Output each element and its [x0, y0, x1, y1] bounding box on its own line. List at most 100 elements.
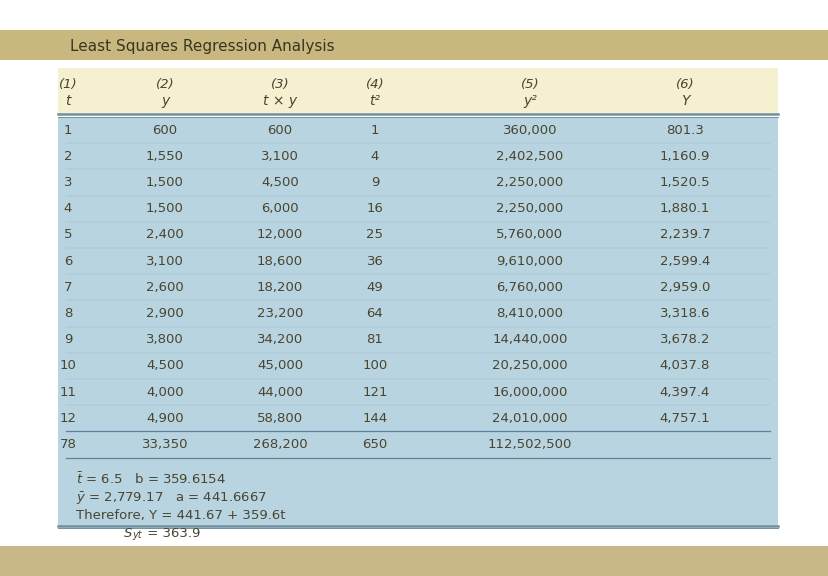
Text: 1,550: 1,550	[146, 150, 184, 163]
Text: 44,000: 44,000	[257, 385, 303, 399]
Text: 16,000,000: 16,000,000	[492, 385, 567, 399]
Text: y²: y²	[522, 94, 537, 108]
Text: 18,200: 18,200	[257, 281, 303, 294]
Text: 8,410,000: 8,410,000	[496, 307, 563, 320]
Text: $\bar{y}$ = 2,779.17   a = 441.6667: $\bar{y}$ = 2,779.17 a = 441.6667	[76, 490, 267, 507]
Text: 12: 12	[60, 412, 76, 425]
Text: 12,000: 12,000	[257, 229, 303, 241]
Text: 2,400: 2,400	[146, 229, 184, 241]
Text: 4: 4	[64, 202, 72, 215]
Bar	[0, 60, 828, 546]
Text: 3,800: 3,800	[146, 333, 184, 346]
Text: 1,160.9: 1,160.9	[659, 150, 710, 163]
Text: 25: 25	[366, 229, 383, 241]
Text: 2,900: 2,900	[146, 307, 184, 320]
Text: 2,402,500: 2,402,500	[496, 150, 563, 163]
Text: 4,900: 4,900	[146, 412, 184, 425]
Text: (4): (4)	[365, 78, 384, 91]
Text: 360,000: 360,000	[502, 124, 556, 137]
Text: 2,250,000: 2,250,000	[496, 202, 563, 215]
Text: 4: 4	[370, 150, 378, 163]
Text: 5: 5	[64, 229, 72, 241]
Text: 2,600: 2,600	[146, 281, 184, 294]
Text: 49: 49	[366, 281, 383, 294]
Text: 6,000: 6,000	[261, 202, 298, 215]
Text: 78: 78	[60, 438, 76, 451]
Text: 3,678.2: 3,678.2	[659, 333, 710, 346]
Text: 100: 100	[362, 359, 388, 373]
Bar	[0, 546, 828, 576]
Text: 18,600: 18,600	[257, 255, 303, 268]
Text: 4,500: 4,500	[146, 359, 184, 373]
Text: 8: 8	[64, 307, 72, 320]
Text: 81: 81	[366, 333, 383, 346]
Text: 6,760,000: 6,760,000	[496, 281, 563, 294]
Text: 2,599.4: 2,599.4	[659, 255, 710, 268]
Text: 1,500: 1,500	[146, 176, 184, 189]
Text: Therefore, Y = 441.67 + 359.6t: Therefore, Y = 441.67 + 359.6t	[76, 509, 285, 522]
Text: 2,239.7: 2,239.7	[659, 229, 710, 241]
Text: 3,100: 3,100	[261, 150, 299, 163]
Text: y: y	[161, 94, 169, 108]
Text: 144: 144	[362, 412, 388, 425]
Text: 2,959.0: 2,959.0	[659, 281, 710, 294]
Text: (1): (1)	[59, 78, 77, 91]
Text: t²: t²	[369, 94, 380, 108]
Text: (5): (5)	[520, 78, 539, 91]
Text: 1: 1	[64, 124, 72, 137]
Text: 6: 6	[64, 255, 72, 268]
Text: 2,250,000: 2,250,000	[496, 176, 563, 189]
Text: 3: 3	[64, 176, 72, 189]
Text: 1: 1	[370, 124, 378, 137]
Text: 9,610,000: 9,610,000	[496, 255, 563, 268]
Text: 4,000: 4,000	[146, 385, 184, 399]
Text: yt: yt	[132, 530, 142, 540]
Text: 5,760,000: 5,760,000	[496, 229, 563, 241]
Text: 801.3: 801.3	[665, 124, 703, 137]
Text: 112,502,500: 112,502,500	[487, 438, 571, 451]
Text: 2: 2	[64, 150, 72, 163]
Text: (2): (2)	[156, 78, 174, 91]
Text: 16: 16	[366, 202, 383, 215]
Bar	[58, 117, 777, 526]
Text: 4,397.4: 4,397.4	[659, 385, 710, 399]
Text: Y: Y	[680, 94, 688, 108]
Text: 58,800: 58,800	[257, 412, 303, 425]
Text: 64: 64	[366, 307, 383, 320]
Text: 4,037.8: 4,037.8	[659, 359, 710, 373]
Text: 121: 121	[362, 385, 388, 399]
Text: 23,200: 23,200	[257, 307, 303, 320]
Text: Least Squares Regression Analysis: Least Squares Regression Analysis	[70, 39, 335, 54]
Text: S: S	[124, 527, 132, 540]
Text: $\bar{t}$ = 6.5   b = 359.6154: $\bar{t}$ = 6.5 b = 359.6154	[76, 472, 226, 487]
Text: = 363.9: = 363.9	[142, 527, 200, 540]
Text: 20,250,000: 20,250,000	[492, 359, 567, 373]
Text: 45,000: 45,000	[257, 359, 303, 373]
Bar	[58, 68, 777, 114]
Text: 1,500: 1,500	[146, 202, 184, 215]
Text: 1,880.1: 1,880.1	[659, 202, 710, 215]
Text: 3,318.6: 3,318.6	[659, 307, 710, 320]
Text: 4,757.1: 4,757.1	[659, 412, 710, 425]
Bar	[0, 30, 828, 60]
Text: 10: 10	[60, 359, 76, 373]
Text: 600: 600	[152, 124, 177, 137]
Text: 600: 600	[267, 124, 292, 137]
Text: (6): (6)	[675, 78, 694, 91]
Text: 7: 7	[64, 281, 72, 294]
Text: 3,100: 3,100	[146, 255, 184, 268]
Bar	[0, 30, 828, 60]
Text: t: t	[65, 94, 70, 108]
Text: t × y: t × y	[262, 94, 296, 108]
Text: 9: 9	[370, 176, 378, 189]
Text: 33,350: 33,350	[142, 438, 188, 451]
Text: 4,500: 4,500	[261, 176, 299, 189]
Text: 14,440,000: 14,440,000	[492, 333, 567, 346]
Text: 268,200: 268,200	[253, 438, 307, 451]
Text: 36: 36	[366, 255, 383, 268]
Text: 1,520.5: 1,520.5	[659, 176, 710, 189]
Text: 24,010,000: 24,010,000	[492, 412, 567, 425]
Text: 9: 9	[64, 333, 72, 346]
Text: (3): (3)	[271, 78, 289, 91]
Text: 650: 650	[362, 438, 388, 451]
